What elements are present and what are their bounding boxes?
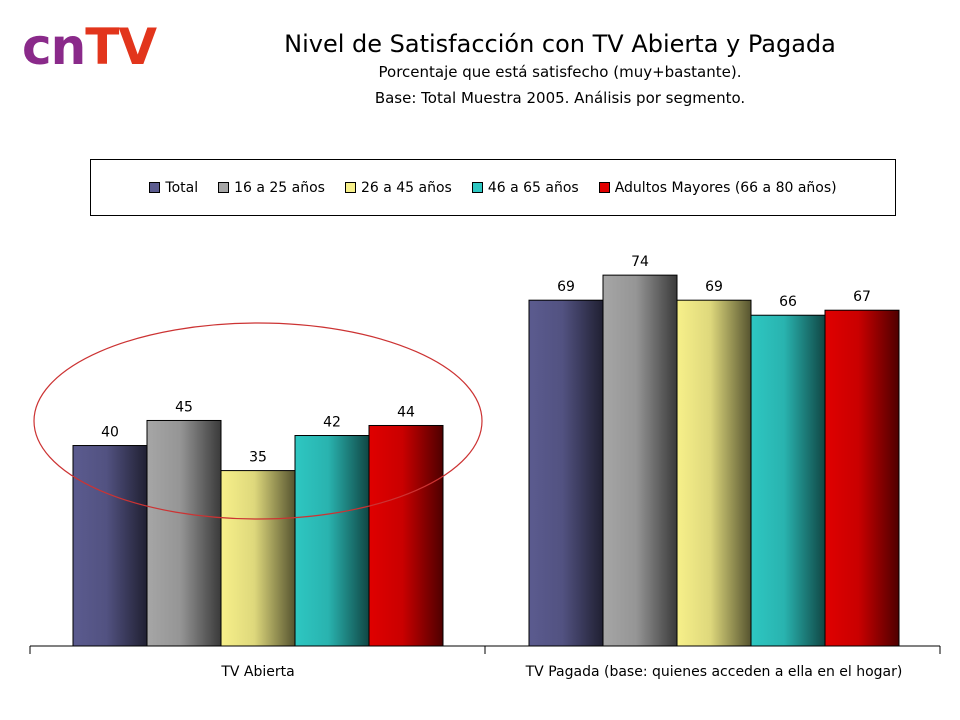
bar	[602, 274, 678, 647]
logo-cn: cn	[22, 18, 86, 76]
legend-label: Adultos Mayores (66 a 80 años)	[614, 179, 837, 196]
highlight-ellipse	[33, 322, 483, 520]
data-label: 40	[101, 425, 119, 441]
legend-item: 46 a 65 años	[471, 179, 579, 196]
category-label: TV Abierta	[220, 664, 294, 680]
data-label: 74	[631, 254, 649, 270]
bar	[294, 435, 370, 647]
bar	[72, 445, 148, 647]
bar	[676, 299, 752, 647]
legend-label: Total	[165, 179, 199, 196]
cntv-logo: cnTV	[22, 22, 157, 72]
legend-item: 26 a 45 años	[344, 179, 452, 196]
bar	[750, 314, 826, 647]
data-label: 44	[397, 404, 415, 420]
legend-label: 46 a 65 años	[487, 179, 579, 196]
bar	[368, 424, 444, 647]
legend-swatch	[471, 182, 483, 193]
data-label: 66	[779, 294, 797, 310]
data-label: 42	[323, 415, 341, 431]
legend-swatch	[218, 182, 230, 193]
legend-item: Total	[149, 180, 198, 196]
bar	[824, 309, 900, 647]
bar	[220, 470, 296, 647]
legend-swatch	[344, 182, 356, 193]
data-label: 67	[853, 289, 871, 305]
chart-title: Nivel de Satisfacción con TV Abierta y P…	[284, 30, 836, 58]
data-label: 35	[249, 450, 267, 466]
data-label: 69	[557, 279, 575, 295]
chart-legend: Total 16 a 25 años 26 a 45 años 46 a 65 año…	[90, 159, 896, 216]
bar	[146, 419, 222, 647]
legend-label: 16 a 25 años	[234, 179, 325, 196]
legend-swatch	[149, 182, 161, 193]
legend-item: Adultos Mayores (66 a 80 años)	[598, 179, 837, 196]
data-label: 69	[705, 279, 723, 295]
chart-subtitle: Porcentaje que está satisfecho (muy+bast…	[378, 63, 742, 81]
bar	[528, 299, 604, 647]
legend-label: 26 a 45 años	[360, 179, 452, 196]
chart-base-note: Base: Total Muestra 2005. Análisis por s…	[374, 89, 746, 107]
category-label: TV Pagada (base: quienes acceden a ella …	[525, 664, 903, 680]
legend-swatch	[598, 182, 610, 193]
logo-tv: TV	[85, 18, 157, 76]
data-label: 45	[175, 399, 193, 415]
legend-item: 16 a 25 años	[218, 180, 325, 196]
